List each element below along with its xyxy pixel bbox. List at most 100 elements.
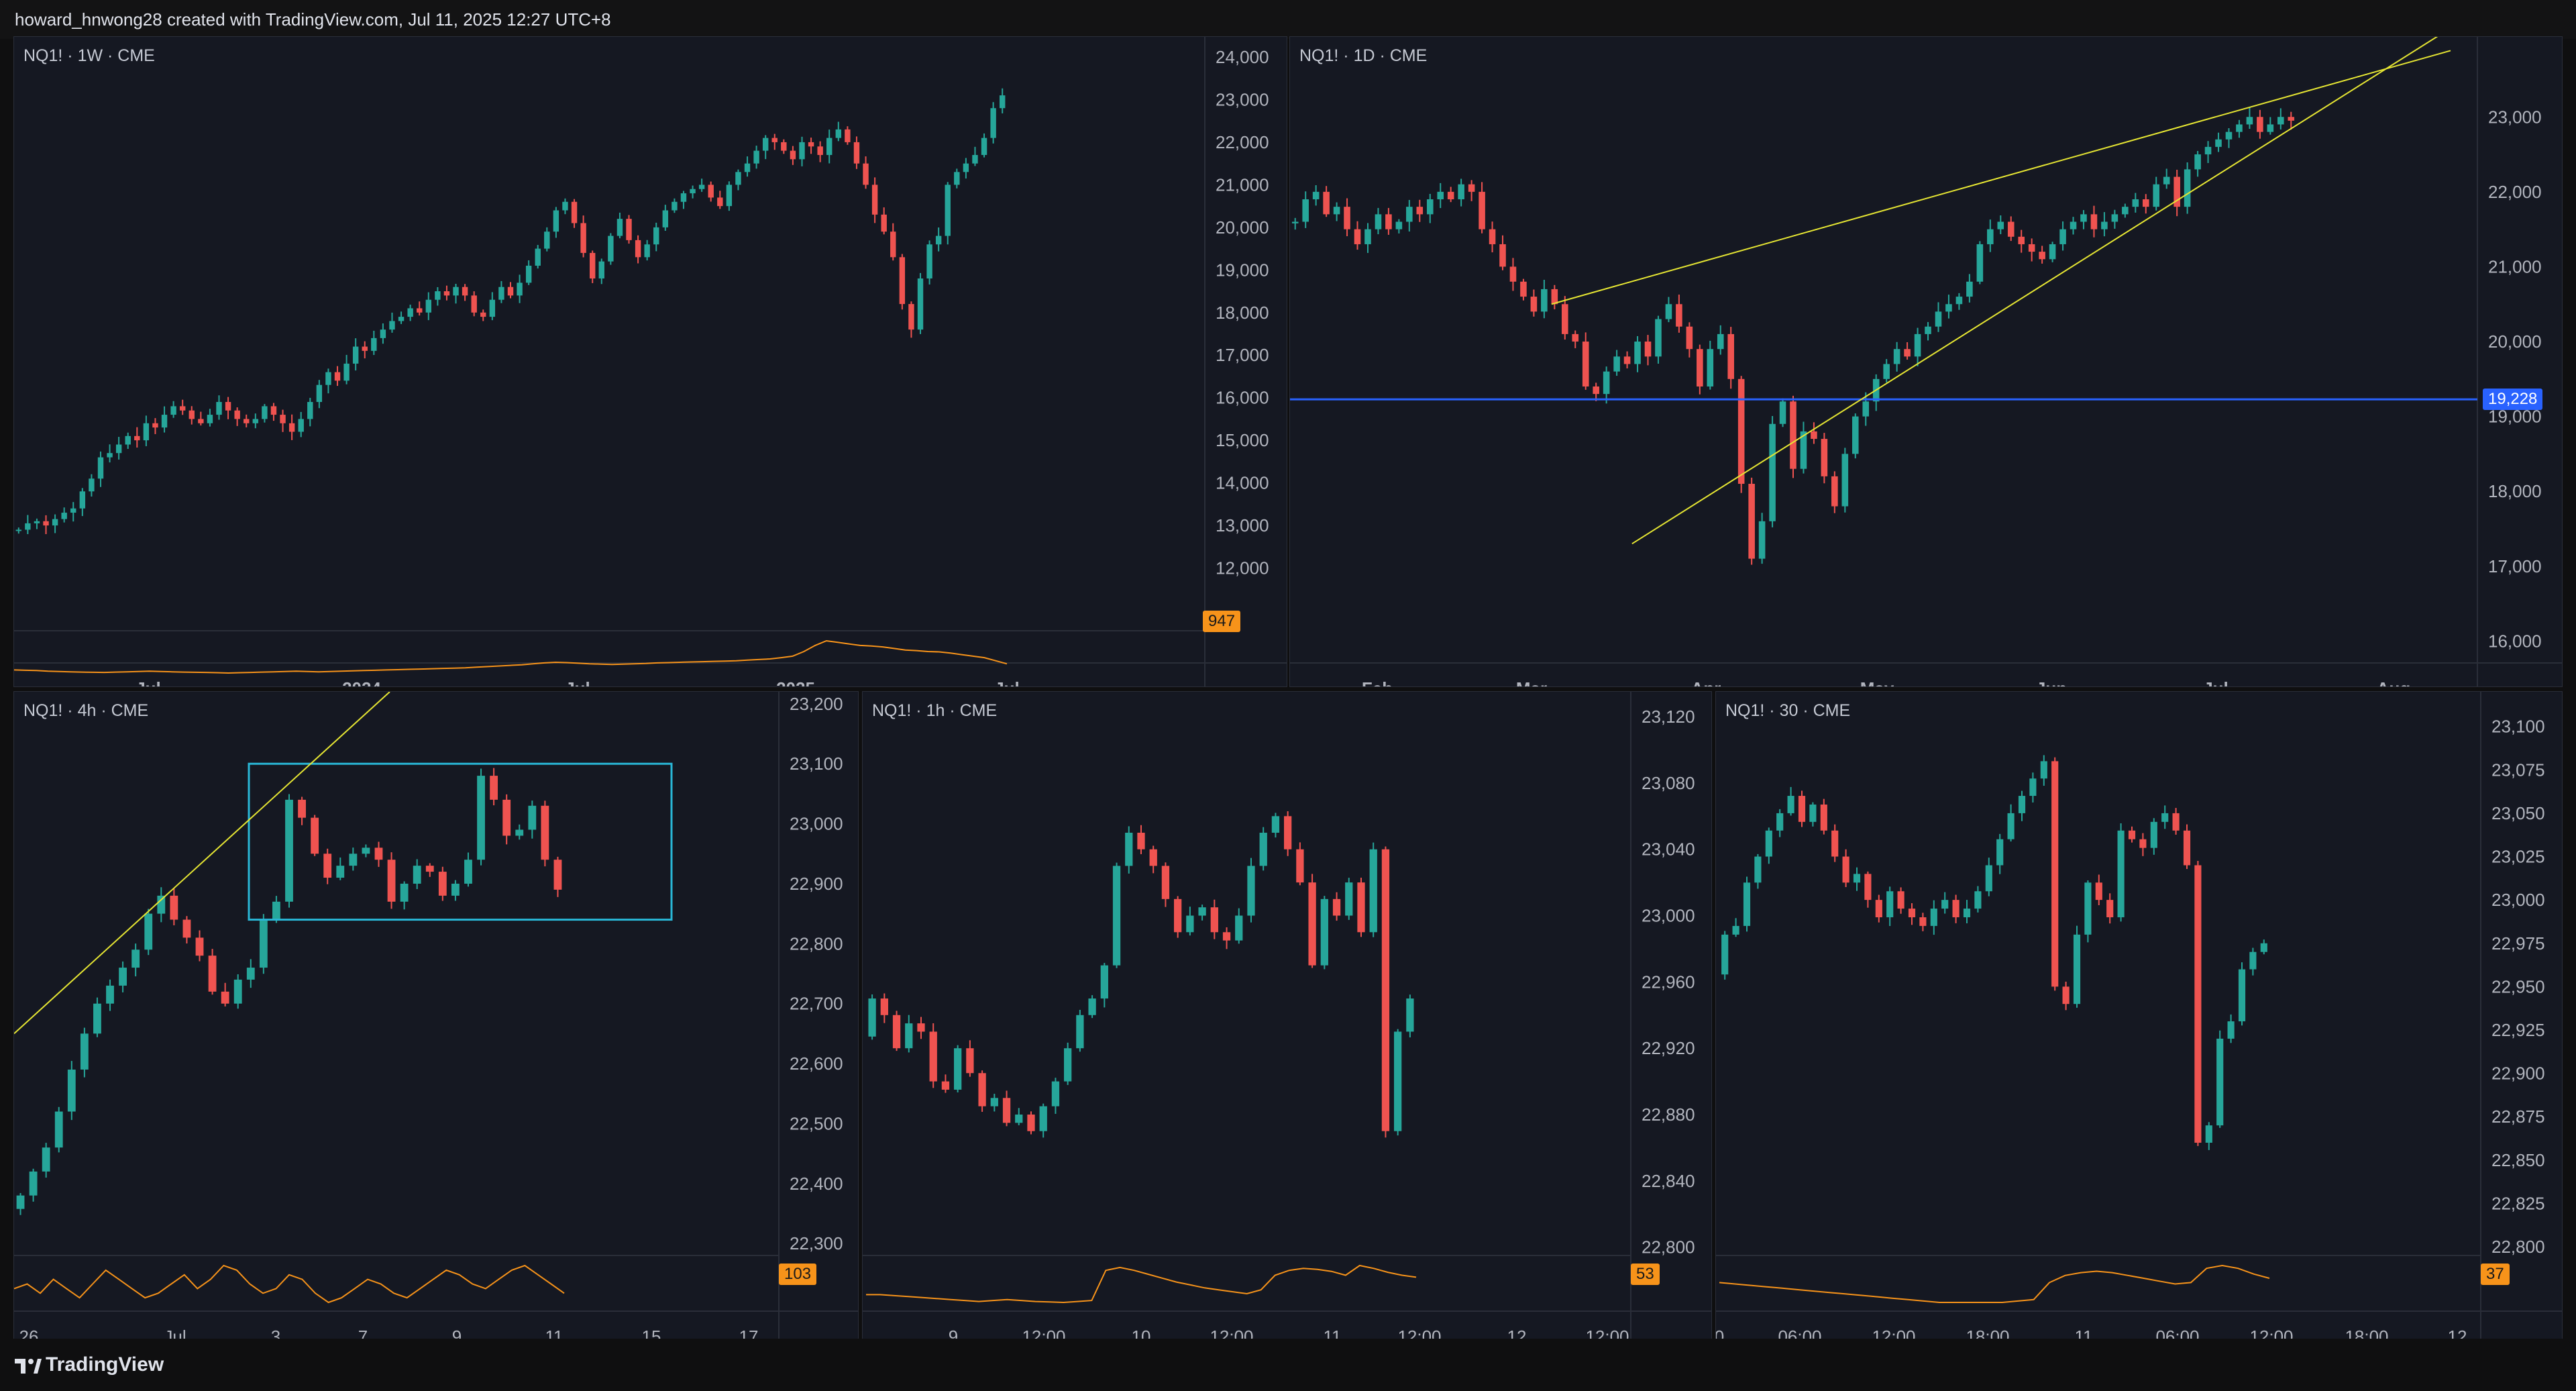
x-tick-label: 26 bbox=[19, 1327, 39, 1339]
trendline bbox=[14, 692, 390, 1035]
candle bbox=[2238, 962, 2246, 1026]
candle bbox=[2257, 109, 2263, 139]
candle bbox=[234, 407, 240, 426]
candle bbox=[343, 354, 350, 384]
candle bbox=[208, 949, 217, 995]
candle bbox=[990, 102, 996, 144]
y-tick-label: 21,000 bbox=[1216, 174, 1269, 195]
candle-body bbox=[1149, 849, 1157, 866]
candle bbox=[1076, 1009, 1084, 1052]
candle-body bbox=[871, 185, 878, 215]
candle bbox=[1897, 887, 1904, 914]
x-tick-label: 06:00 bbox=[1778, 1327, 1821, 1339]
y-tick-label: 19,000 bbox=[1216, 260, 1269, 280]
chart-4h[interactable]: 23,200 23,100 23,000 22,900 22,800 22,700 22,6… bbox=[14, 692, 858, 1339]
candle-body bbox=[106, 985, 114, 1004]
chart-daily[interactable]: 23,00022,00021,00020,00019,00018,00017,0… bbox=[1290, 37, 2562, 686]
candle bbox=[270, 403, 277, 421]
candle bbox=[908, 301, 914, 338]
candle bbox=[189, 406, 195, 425]
candle bbox=[1787, 786, 1794, 816]
candle bbox=[42, 1143, 50, 1178]
candle bbox=[1551, 285, 1558, 309]
candle bbox=[54, 1106, 63, 1153]
chart-panel-weekly[interactable]: 24,000 23,000 22,000 21,000 20,000 19,000 18,0… bbox=[13, 36, 1287, 687]
candle bbox=[1332, 892, 1341, 921]
chart-panel-1h[interactable]: 23,120 23,080 23,040 23,000 22,960 22,920 22,8… bbox=[862, 691, 1712, 1340]
x-tick-label: 12:00 bbox=[1397, 1327, 1441, 1339]
candle bbox=[233, 974, 242, 1009]
candle bbox=[1000, 88, 1006, 113]
oscillator-line bbox=[14, 639, 1008, 674]
candle-body bbox=[1247, 866, 1255, 916]
candle-body bbox=[417, 308, 423, 313]
candle-body bbox=[1479, 191, 1485, 229]
candle-body bbox=[1665, 304, 1672, 319]
candle bbox=[2040, 755, 2047, 786]
candle-body bbox=[1686, 326, 1693, 350]
candle-body bbox=[1811, 431, 1817, 440]
candle bbox=[589, 250, 596, 283]
candle-body bbox=[2161, 813, 2169, 822]
candle bbox=[1930, 900, 1937, 935]
candle-body bbox=[2236, 124, 2243, 132]
candle-body bbox=[208, 956, 217, 992]
chart-30m[interactable]: 23,100 23,075 23,050 23,025 23,000 22,975 22,9… bbox=[1716, 692, 2562, 1339]
chart-weekly[interactable]: 24,000 23,000 22,000 21,000 20,000 19,000 18,0… bbox=[14, 37, 1287, 686]
chart-panel-4h[interactable]: 23,200 23,100 23,000 22,900 22,800 22,700 22,6… bbox=[13, 691, 859, 1340]
x-tick-label: 12 bbox=[2448, 1327, 2467, 1339]
candle bbox=[125, 432, 131, 449]
candle bbox=[1385, 207, 1392, 235]
candle-body bbox=[380, 329, 386, 338]
candle bbox=[917, 1017, 925, 1039]
candle-body bbox=[270, 406, 277, 415]
candle-body bbox=[398, 317, 405, 321]
candle bbox=[67, 1061, 76, 1121]
chart-panel-daily[interactable]: 23,000 22,000 21,000 20,000 19,000 18,000 17,0… bbox=[1289, 36, 2563, 687]
candle-body bbox=[981, 138, 987, 155]
candle-body bbox=[144, 913, 153, 950]
candle-body bbox=[525, 265, 532, 283]
candle bbox=[134, 427, 140, 448]
candle bbox=[435, 287, 441, 306]
candle-body bbox=[2007, 221, 2015, 237]
candle bbox=[307, 397, 313, 427]
candle bbox=[790, 146, 796, 165]
candle bbox=[762, 135, 769, 160]
candle bbox=[1963, 900, 1971, 923]
candle-body bbox=[1296, 849, 1304, 883]
candle-body bbox=[2073, 934, 2081, 1004]
candle bbox=[2204, 141, 2212, 163]
trendline bbox=[1551, 50, 2451, 305]
candle-body bbox=[771, 138, 777, 142]
candle-body bbox=[762, 138, 769, 151]
candle bbox=[1974, 886, 1982, 913]
candle-body bbox=[298, 799, 306, 818]
candle-body bbox=[1758, 521, 1766, 559]
candle bbox=[1776, 809, 1784, 837]
candle-body bbox=[589, 252, 596, 278]
x-tick-label: 15 bbox=[642, 1327, 661, 1339]
candle bbox=[2080, 210, 2087, 229]
candle-body bbox=[1468, 184, 1475, 192]
chart-1h[interactable]: 23,120 23,080 23,040 23,000 22,960 22,920 22,8… bbox=[863, 692, 1711, 1339]
candle-body bbox=[125, 435, 131, 445]
candle-body bbox=[2139, 839, 2147, 848]
candle-body bbox=[1308, 882, 1316, 966]
candle bbox=[380, 323, 386, 344]
candle bbox=[580, 215, 586, 258]
candle bbox=[2174, 170, 2180, 217]
candle-body bbox=[1790, 401, 1796, 469]
chart-panel-30m[interactable]: 23,100 23,075 23,050 23,025 23,000 22,975 22,9… bbox=[1715, 691, 2563, 1340]
candle-body bbox=[635, 240, 641, 258]
y-tick-label: 20,000 bbox=[1216, 217, 1269, 238]
candle-body bbox=[131, 949, 140, 968]
candle-body bbox=[389, 321, 395, 330]
candle bbox=[571, 199, 578, 228]
candle-body bbox=[1697, 349, 1703, 387]
candle-body bbox=[753, 150, 759, 164]
candle bbox=[1893, 342, 1900, 372]
candle bbox=[2117, 823, 2125, 922]
candle-body bbox=[477, 776, 485, 860]
candle-body bbox=[374, 847, 383, 860]
